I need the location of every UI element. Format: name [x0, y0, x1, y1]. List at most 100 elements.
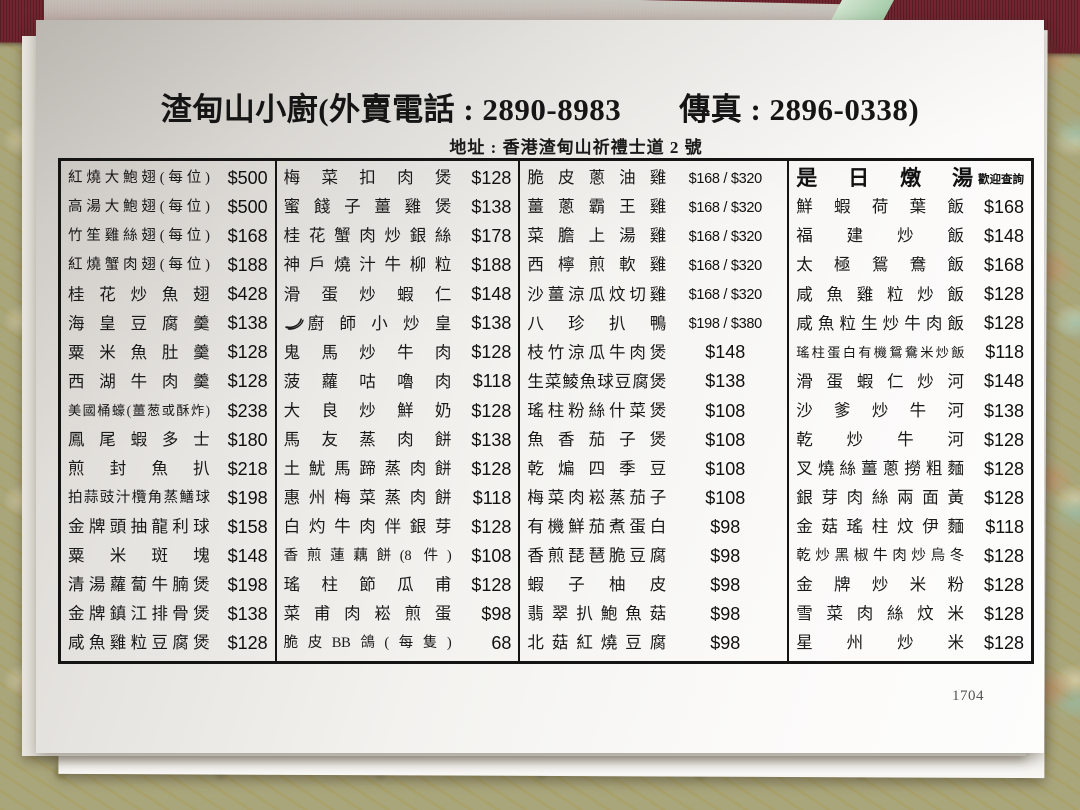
- dish-name: 金牌頭抽龍利球: [68, 517, 210, 537]
- dish-price: $238: [227, 400, 268, 421]
- dish-name: 太極鴛鴦飯: [796, 255, 964, 275]
- menu-item-row: 蝦子柚皮 $98: [520, 571, 787, 600]
- menu-item-row: 乾煸四季豆 $108: [520, 455, 787, 484]
- menu-item-row: 翡翠扒鮑魚菇 $98: [520, 600, 787, 629]
- dish-name: 翡翠扒鮑魚菇: [527, 604, 667, 624]
- dish-name: 馬友蒸肉餅: [283, 429, 452, 449]
- dish-price: $128: [983, 633, 1024, 654]
- dish-name: 枝竹涼瓜牛肉煲: [527, 342, 667, 362]
- dish-price: $138: [227, 603, 268, 624]
- menu-item-row: 鬼馬炒牛肉 $128: [277, 338, 519, 367]
- menu-item-row: 梅菜扣肉煲 $128: [277, 164, 519, 193]
- menu-item-row: 海皇豆腐羹 $138: [61, 309, 275, 338]
- dish-price: $148: [227, 545, 268, 566]
- dish-price: $180: [227, 429, 268, 450]
- dish-name: 土魷馬蹄蒸肉餅: [283, 458, 452, 478]
- dish-price: $178: [471, 226, 512, 247]
- menu-item-row: 蜜餞子薑雞煲 $138: [277, 193, 519, 222]
- menu-item-row: 西湖牛肉羹 $128: [61, 367, 275, 396]
- dish-price: $128: [983, 429, 1024, 450]
- dish-price: $158: [227, 516, 268, 537]
- dish-price: $148: [471, 284, 512, 305]
- menu-item-row: 福建炒飯 $148: [789, 222, 1031, 251]
- menu-item-row: 白灼牛肉伴銀芽 $128: [277, 513, 519, 542]
- dish-name: 星州炒米: [796, 633, 964, 653]
- dish-name: 西湖牛肉羹: [68, 371, 210, 391]
- dish-name: 金牌炒米粉: [796, 575, 964, 595]
- dish-name: 北菇紅燒豆腐: [527, 633, 667, 653]
- menu-item-row: 神戶燒汁牛柳粒 $188: [277, 251, 519, 280]
- dish-price: $500: [227, 197, 268, 218]
- menu-item-row: 咸魚雞粒豆腐煲 $128: [61, 629, 275, 658]
- menu-item-row: 咸魚粒生炒牛肉飯 $128: [789, 309, 1031, 338]
- dish-name: 鬼馬炒牛肉: [283, 342, 452, 362]
- dish-name: 福建炒飯: [796, 226, 964, 246]
- dish-price: $138: [227, 313, 268, 334]
- dish-price: $428: [227, 284, 268, 305]
- dish-price: $168: [983, 255, 1024, 276]
- dish-price: $108: [705, 400, 746, 421]
- dish-price: $128: [471, 400, 512, 421]
- dish-price: $128: [471, 458, 512, 479]
- dish-name: 瑤柱節瓜甫: [283, 575, 452, 595]
- menu-item-row: 生菜鯪魚球豆腐煲 $138: [520, 367, 787, 396]
- menu-item-row: 金牌炒米粉 $128: [789, 571, 1031, 600]
- dish-price: $218: [227, 458, 268, 479]
- dish-name: 咸魚粒生炒牛肉飯: [796, 313, 964, 333]
- dish-price: $128: [983, 487, 1024, 508]
- dish-price: $98: [710, 633, 741, 654]
- menu-item-row: 馬友蒸肉餅 $138: [277, 426, 519, 455]
- dish-name: 八珍扒鴨: [527, 313, 667, 333]
- daily-soup-header-row: 是日燉湯 歡迎查詢: [789, 164, 1031, 193]
- dish-name: 咸魚雞粒炒飯: [796, 284, 964, 304]
- dish-price: $128: [983, 284, 1024, 305]
- dish-price: $128: [983, 603, 1024, 624]
- dish-price: $138: [471, 313, 512, 334]
- dish-name: 鮮蝦荷葉飯: [796, 197, 964, 217]
- menu-item-row: 太極鴛鴦飯 $168: [789, 251, 1031, 280]
- dish-name: 清湯蘿蔔牛腩煲: [68, 575, 210, 595]
- menu-paper: 渣甸山小廚(外賣電話 : 2890-8983 傳真 : 2896-0338) 地址…: [36, 20, 1044, 753]
- dish-name: 桂花炒魚翅: [68, 284, 210, 304]
- menu-item-row: 惠州梅菜蒸肉餅 $118: [277, 484, 519, 513]
- menu-title-right: 傳真 : 2896-0338): [679, 92, 920, 127]
- dish-price: $500: [227, 168, 268, 189]
- dish-name: 菜甫肉崧煎蛋: [283, 604, 452, 624]
- dish-name: 鳳尾蝦多士: [68, 429, 210, 449]
- dish-price: $168: [983, 197, 1024, 218]
- dish-price: $138: [983, 400, 1024, 421]
- menu-title-left: 渣甸山小廚(外賣電話 : 2890-8983: [160, 92, 622, 127]
- dish-price: $128: [471, 516, 512, 537]
- dish-name: 煎封魚扒: [68, 458, 210, 478]
- dish-price: $98: [710, 574, 741, 595]
- menu-item-row: 滑蛋蝦仁炒河 $148: [789, 367, 1031, 396]
- menu-item-row: 叉燒絲薑蔥撈粗麵 $128: [789, 455, 1031, 484]
- menu-item-row: 煎封魚扒 $218: [61, 455, 275, 484]
- dish-price: $168 / $320: [688, 228, 763, 245]
- dish-price: $128: [227, 633, 268, 654]
- menu-item-row: 沙爹炒牛河 $138: [789, 397, 1031, 426]
- dish-price: $128: [983, 574, 1024, 595]
- dish-name: 粟米斑塊: [68, 546, 210, 566]
- dish-price: $148: [983, 226, 1024, 247]
- dish-name: 梅菜肉崧蒸茄子: [527, 487, 667, 507]
- dish-price: $98: [710, 545, 741, 566]
- menu-item-row: 魚香茄子煲 $108: [520, 426, 787, 455]
- dish-price: $148: [705, 342, 746, 363]
- menu-item-row: 香煎琵琶脆豆腐 $98: [520, 542, 787, 571]
- dish-price: $98: [710, 603, 741, 624]
- dish-price: $108: [705, 487, 746, 508]
- dish-name: 沙薑涼瓜炆切雞: [527, 284, 667, 304]
- menu-column-2: 梅菜扣肉煲 $128 蜜餞子薑雞煲 $138 桂花蟹肉炒銀絲 $178 神戶燒汁牛柳粒 $18…: [274, 161, 519, 661]
- menu-item-row: 拍蒜豉汁欖角蒸鱔球 $198: [61, 484, 275, 513]
- daily-soup-note: 歡迎查詢: [978, 173, 1024, 186]
- dish-price: $128: [983, 458, 1024, 479]
- dish-name: 紅燒蟹肉翅(每位): [68, 257, 210, 274]
- menu-item-row: 銀芽肉絲兩面黃 $128: [789, 484, 1031, 513]
- dish-name: 叉燒絲薑蔥撈粗麵: [796, 458, 964, 478]
- dish-price: $118: [472, 487, 512, 508]
- dish-price: $128: [983, 313, 1024, 334]
- dish-name: 美國桶蠔(薑葱或酥炸): [68, 403, 210, 419]
- dish-name: 滑蛋蝦仁炒河: [796, 371, 964, 391]
- menu-item-row: 菜膽上湯雞 $168 / $320: [520, 222, 787, 251]
